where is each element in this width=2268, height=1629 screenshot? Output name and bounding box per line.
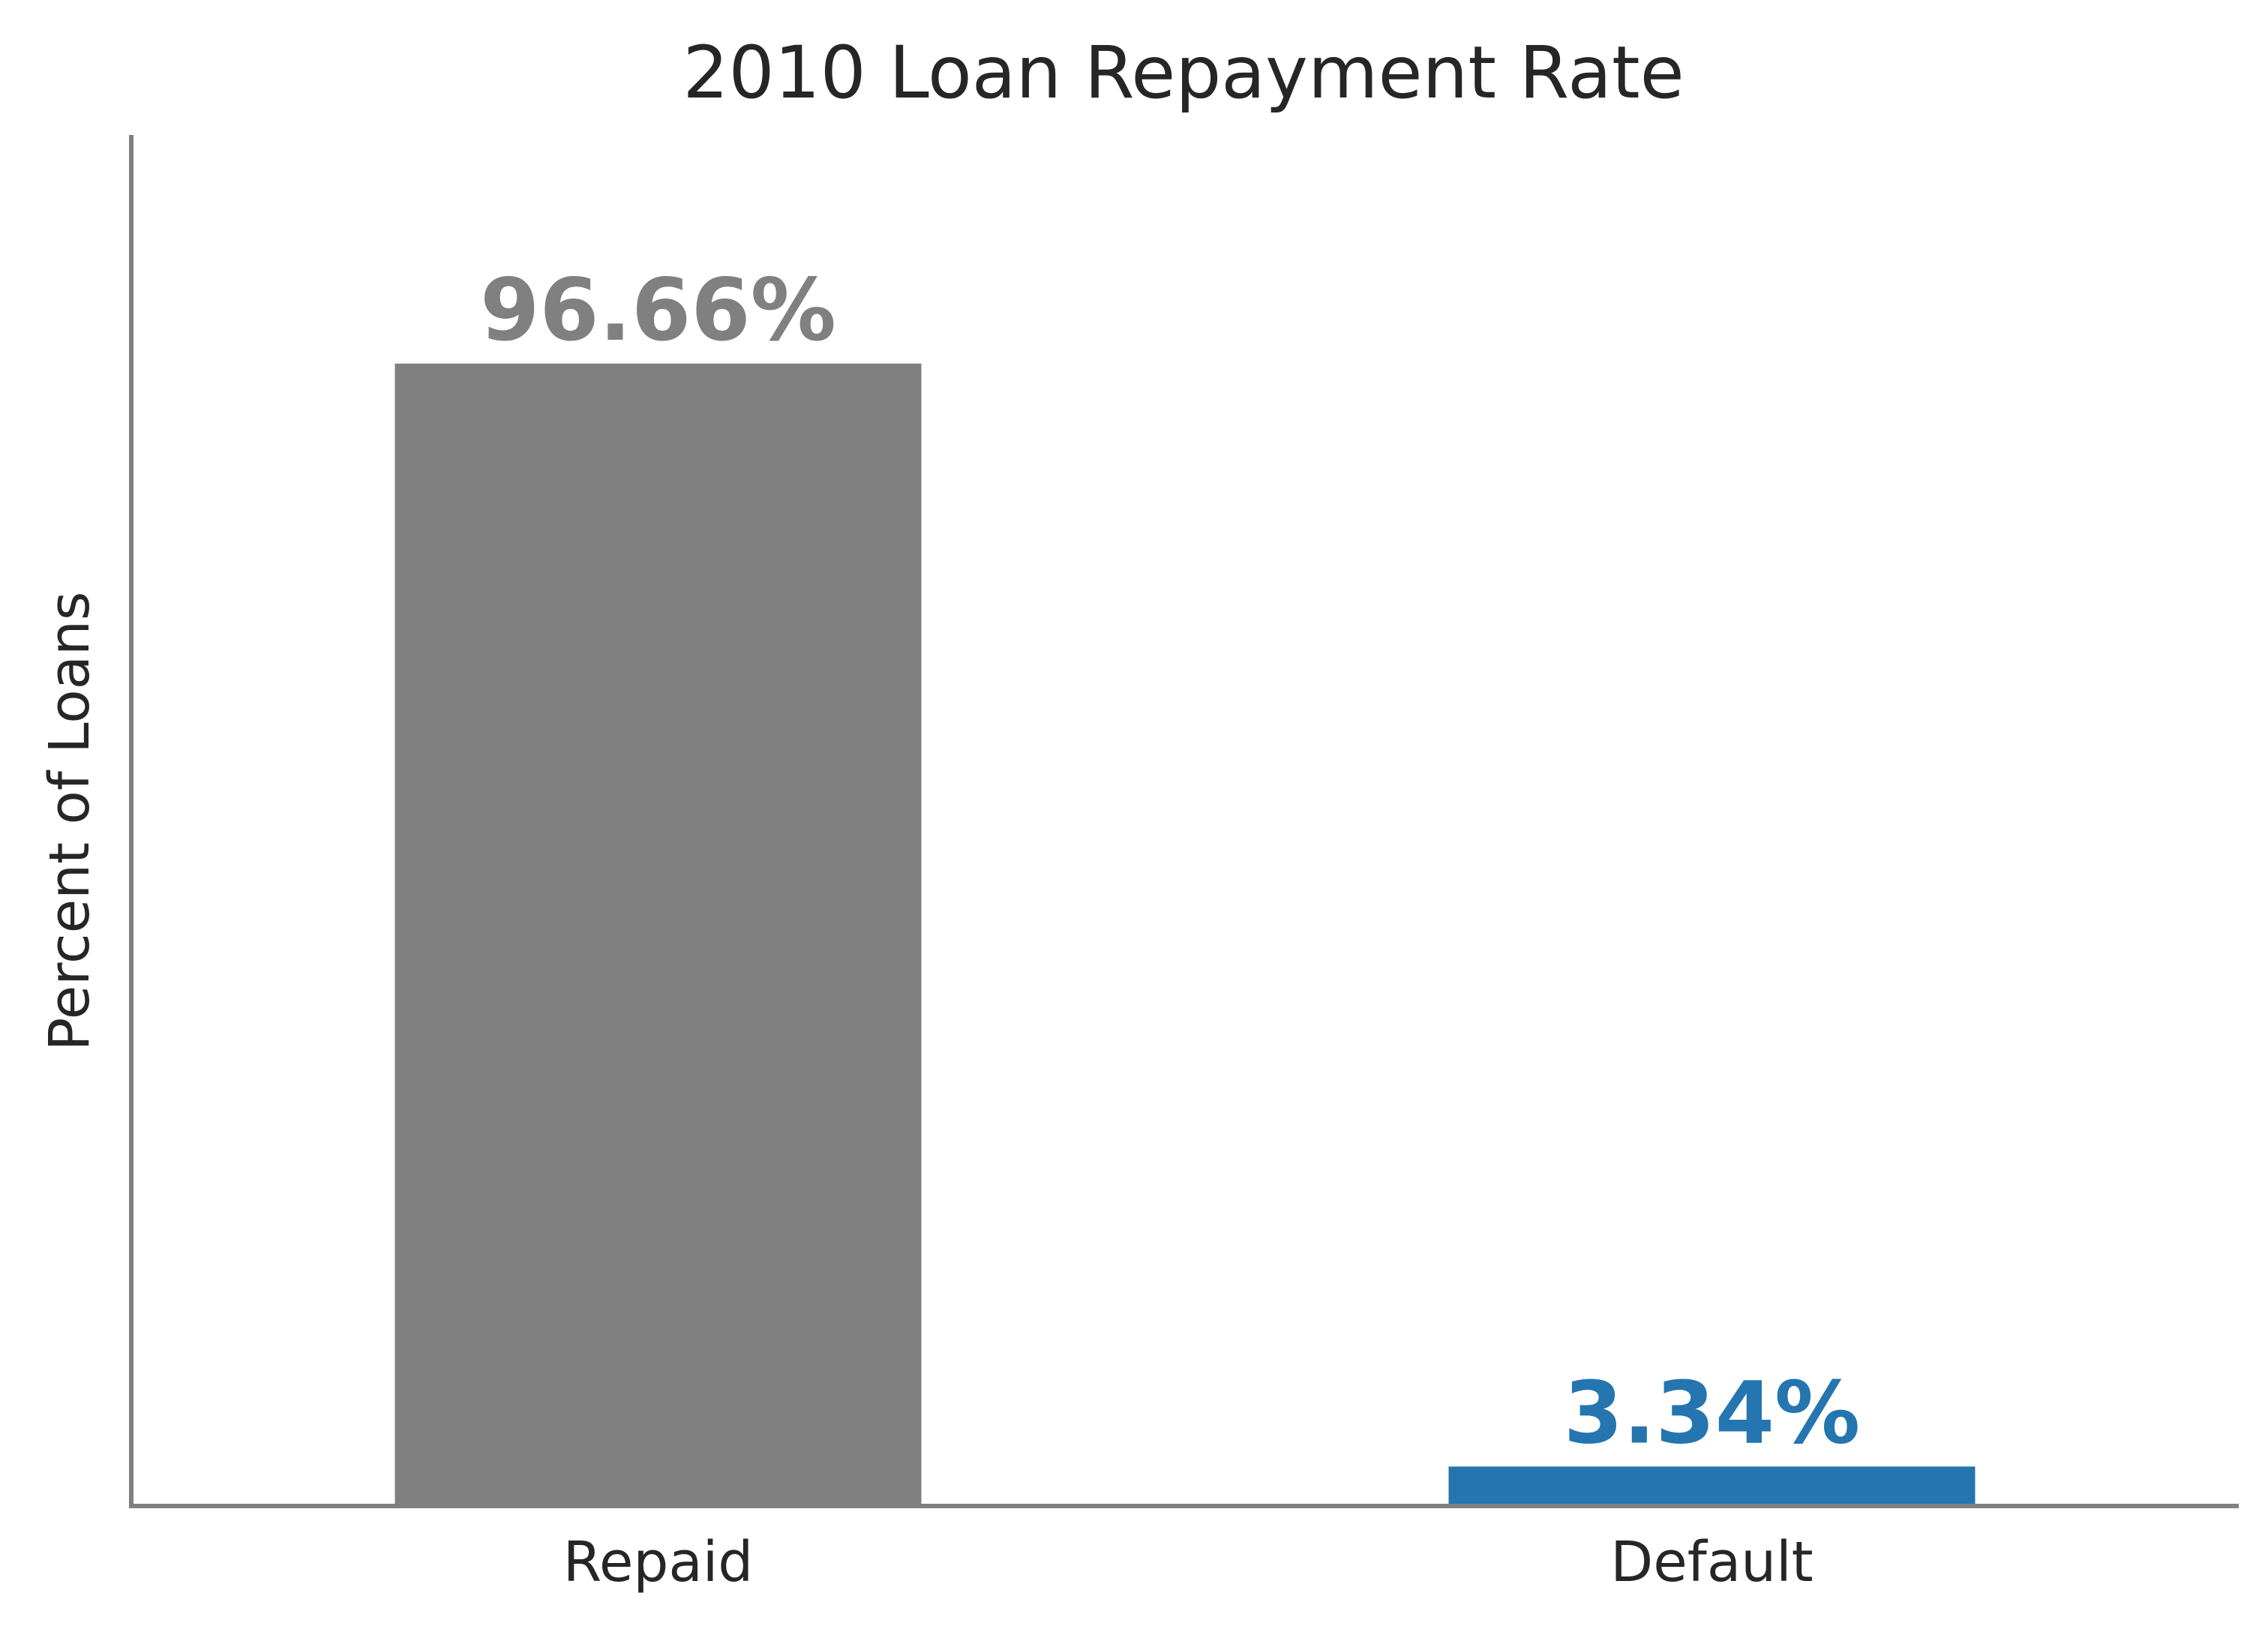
bars-layer: [394, 363, 1976, 1506]
x-tick-labels-layer: Repaid Default: [563, 1530, 1814, 1594]
x-tick-label-default: Default: [1610, 1530, 1813, 1594]
y-axis-label: Percent of Loans: [38, 592, 102, 1052]
chart-title: 2010 Loan Repayment Rate: [682, 31, 1684, 115]
bar-repaid: [394, 363, 922, 1506]
x-tick-label-repaid: Repaid: [563, 1530, 753, 1594]
bar-default: [1448, 1466, 1976, 1506]
data-labels-layer: 96.66% 3.34%: [480, 260, 1860, 1463]
data-label-repaid: 96.66%: [480, 260, 836, 360]
data-label-default: 3.34%: [1564, 1363, 1861, 1462]
